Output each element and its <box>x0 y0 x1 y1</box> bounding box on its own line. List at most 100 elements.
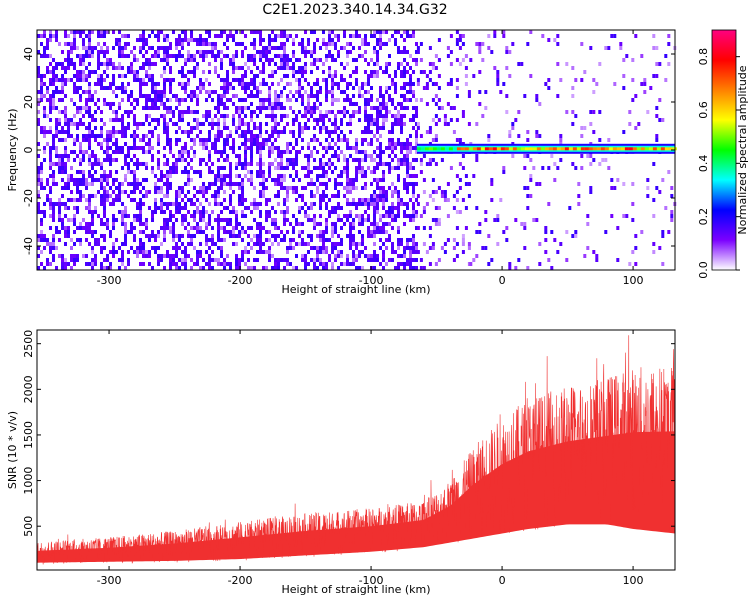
spectrogram-cell <box>283 214 286 218</box>
spectrogram-cell <box>334 46 337 50</box>
spectrogram-cell <box>415 106 418 110</box>
spectrogram-cell <box>301 258 304 262</box>
spectrogram-cell <box>376 38 379 42</box>
spectrogram-cell <box>103 206 106 210</box>
spectrogram-cell <box>124 134 127 138</box>
spectrogram-cell <box>511 42 515 46</box>
spectrogram-cell <box>298 42 301 46</box>
spectrogram-cell <box>443 198 447 202</box>
spectrogram-cell <box>76 46 79 50</box>
spectrogram-cell <box>85 134 88 138</box>
signal-cell <box>460 147 465 151</box>
spectrogram-cell <box>295 142 298 146</box>
spectrogram-cell <box>139 250 142 254</box>
spectrogram-cell <box>295 158 298 162</box>
spectrogram-cell <box>187 130 190 134</box>
spectrogram-cell <box>280 154 283 158</box>
spectrogram-cell <box>58 154 61 158</box>
spectrogram-cell <box>136 166 139 170</box>
spectrogram-cell <box>379 158 382 162</box>
spectrogram-cell <box>46 38 49 42</box>
spectrogram-cell <box>100 166 103 170</box>
spectrogram-cell <box>388 98 391 102</box>
spectrogram-cell <box>79 198 82 202</box>
spectrogram-cell <box>73 46 76 50</box>
spectrogram-cell <box>550 154 554 158</box>
spectrogram-cell <box>145 178 148 182</box>
spectrogram-cell <box>298 66 301 70</box>
spectrogram-cell <box>313 166 316 170</box>
spectrogram-cell <box>256 238 259 242</box>
spectrogram-cell <box>295 254 298 258</box>
spectrogram-cell <box>178 38 181 42</box>
spectrogram-cell <box>232 78 235 82</box>
spectrogram-cell <box>286 190 289 194</box>
spectrogram-cell <box>61 82 64 86</box>
spectrogram-cell <box>151 90 154 94</box>
spectrogram-cell <box>211 90 214 94</box>
spectrogram-cell <box>115 178 118 182</box>
spectrogram-cell <box>205 90 208 94</box>
spectrogram-cell <box>379 178 382 182</box>
spectrogram-cell <box>55 126 58 130</box>
spectrogram-cell <box>478 102 482 106</box>
spectrogram-cell <box>628 122 632 126</box>
spectrogram-cell <box>70 254 73 258</box>
spectrogram-cell <box>133 174 136 178</box>
spectrogram-cell <box>43 202 46 206</box>
spectrogram-cell <box>409 134 412 138</box>
spectrogram-cell <box>151 210 154 214</box>
spectrogram-cell <box>73 82 76 86</box>
spectrogram-cell <box>232 142 235 146</box>
spectrogram-cell <box>553 178 557 182</box>
spectrogram-cell <box>148 190 151 194</box>
spectrogram-cell <box>292 230 295 234</box>
spectrogram-cell <box>61 170 64 174</box>
spectrogram-cell <box>190 214 193 218</box>
spectrogram-cell <box>181 130 184 134</box>
spectrogram-cell <box>163 254 166 258</box>
signal-cell <box>484 147 489 151</box>
spectrogram-cell <box>67 206 70 210</box>
spectrogram-cell <box>133 170 136 174</box>
spectrogram-cell <box>262 38 265 42</box>
spectrogram-cell <box>163 238 166 242</box>
spectrogram-cell <box>169 210 172 214</box>
colorbar-tick-label: 0.6 <box>697 101 710 119</box>
spectrogram-cell <box>400 114 403 118</box>
spectrogram-cell <box>412 30 415 34</box>
spectrogram-cell <box>553 238 557 242</box>
spectrogram-cell <box>241 86 244 90</box>
spectrogram-cell <box>385 30 388 34</box>
spectrogram-cell <box>223 146 226 150</box>
spectrogram-cell <box>133 54 136 58</box>
spectrogram-cell <box>304 54 307 58</box>
spectrogram-cell <box>148 106 151 110</box>
spectrogram-cell <box>361 218 364 222</box>
spectrogram-cell <box>259 106 262 110</box>
spectrogram-cell <box>334 34 337 38</box>
spectrogram-cell <box>352 178 355 182</box>
x-tick-label: -100 <box>359 574 384 587</box>
spectrogram-cell <box>88 98 91 102</box>
spectrogram-cell <box>364 82 367 86</box>
spectrogram-cell <box>46 194 49 198</box>
spectrogram-cell <box>187 110 190 114</box>
spectrogram-cell <box>232 34 235 38</box>
spectrogram-cell <box>154 34 157 38</box>
spectrogram-cell <box>118 130 121 134</box>
spectrogram-cell <box>238 114 241 118</box>
spectrogram-cell <box>217 238 220 242</box>
spectrogram-cell <box>100 34 103 38</box>
spectrogram-cell <box>310 94 313 98</box>
spectrogram-cell <box>343 214 346 218</box>
spectrogram-cell <box>346 178 349 182</box>
spectrogram-cell <box>461 242 465 246</box>
spectrogram-cell <box>385 102 388 106</box>
spectrogram-cell <box>196 226 199 230</box>
spectrogram-cell <box>64 206 67 210</box>
spectrogram-cell <box>304 90 307 94</box>
spectrogram-cell <box>310 54 313 58</box>
spectrogram-cell <box>139 206 142 210</box>
